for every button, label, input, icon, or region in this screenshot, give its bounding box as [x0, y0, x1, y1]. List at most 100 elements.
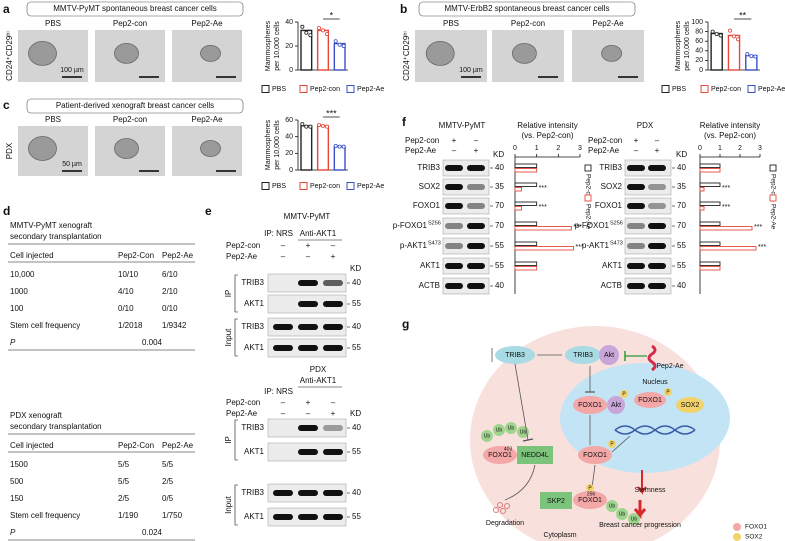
table-cell: 5/5: [118, 460, 130, 469]
mammosphere: [200, 140, 221, 157]
table-cell: P: [10, 528, 16, 537]
table-cell: 1500: [10, 460, 28, 469]
protein: [483, 446, 517, 464]
blot-band: [298, 514, 318, 520]
diagram-label: Ub: [484, 433, 491, 439]
diagram-label: FOXO1: [488, 452, 512, 459]
treatment-label: Pep2-Ae: [588, 146, 620, 155]
data-point: [308, 124, 313, 129]
diagram-label: Nucleus: [642, 379, 668, 386]
bar: [514, 266, 538, 271]
treatment-sign: –: [281, 241, 286, 250]
kd-label: KD: [676, 150, 687, 159]
treatment-sign: +: [655, 146, 660, 155]
blot-band: [467, 203, 485, 209]
data-point: [333, 143, 338, 148]
mammosphere: [200, 45, 221, 62]
bar: [514, 168, 538, 173]
blot-band: [445, 184, 463, 190]
table-cell: 2/5: [162, 477, 174, 486]
blot-band: [467, 165, 485, 171]
phosphate: [620, 390, 628, 398]
data-point: [736, 37, 741, 42]
arrow: [633, 500, 647, 520]
chart-title: Relative intensity: [700, 121, 760, 130]
bar: [514, 182, 538, 187]
significance: ***: [573, 224, 581, 231]
legend-label: Pep2-Ae: [758, 86, 785, 93]
treatment-sign: +: [306, 398, 311, 407]
kd-value: 55: [677, 241, 686, 250]
kd-value: 70: [677, 221, 686, 230]
y-tick-label: 0: [699, 67, 703, 74]
mammosphere: [601, 45, 622, 62]
blot-band: [273, 514, 293, 520]
significance: *: [330, 10, 334, 20]
legend-swatch: [733, 533, 741, 541]
group-bracket: [234, 484, 238, 526]
protein-superscript: S473: [610, 240, 623, 246]
protein: [540, 492, 572, 509]
significance: ***: [754, 224, 762, 231]
data-point: [337, 144, 342, 149]
table-title: MMTV-PyMT xenograft: [10, 221, 93, 230]
treatment-sign: +: [331, 252, 336, 261]
protein-label: FOXO1: [595, 201, 623, 210]
ubiquitin: [481, 430, 493, 442]
treatment-label: Pep2-Ae: [226, 409, 258, 418]
bar: [710, 32, 723, 71]
significance: **: [739, 10, 747, 20]
diagram-label: Degradation: [486, 520, 524, 527]
bar: [514, 241, 538, 246]
kd-value: 40: [495, 281, 504, 290]
table-header: Pep2-Ae: [162, 251, 194, 260]
protein-label: p-FOXO1: [575, 221, 610, 230]
table-cell: 2/5: [118, 494, 130, 503]
kd-value: 55: [495, 241, 504, 250]
diagram-label: P: [622, 391, 626, 397]
y-tick-label: 40: [695, 48, 703, 55]
blot-band: [273, 490, 293, 496]
blot-band: [298, 301, 318, 307]
bar: [699, 241, 721, 246]
diagram-label: Pep2-Ae: [656, 363, 683, 370]
panel-label: c: [3, 98, 10, 112]
data-point: [745, 52, 750, 57]
arrow: [637, 470, 647, 495]
data-point: [316, 25, 321, 30]
chart-title: (vs. Pep2-con): [521, 131, 573, 140]
table-header: Cell injected: [10, 441, 54, 450]
blot-band: [445, 243, 463, 249]
protein: [517, 446, 553, 464]
legend-swatch: [261, 85, 270, 93]
panel-label: e: [205, 204, 212, 218]
blot-band: [627, 263, 645, 269]
column-label: Pep2-con: [113, 19, 147, 28]
blot-band: [445, 283, 463, 289]
bar: [514, 206, 522, 211]
diagram-label: TRIB3: [573, 352, 593, 359]
blot-band: [323, 280, 343, 286]
data-point: [320, 123, 325, 128]
bar: [316, 29, 330, 71]
protein-superscript: S256: [610, 220, 623, 226]
blot-band: [298, 425, 318, 431]
blot-title: MMTV-PyMT: [439, 121, 486, 130]
blot-band: [648, 203, 666, 209]
blot-band: [323, 514, 343, 520]
kd-value: 40: [352, 278, 361, 287]
scale-label: 100 µm: [459, 67, 483, 74]
blot-title: PDX: [637, 121, 654, 130]
blot-strip: [442, 159, 490, 177]
chart-title: Relative intensity: [517, 121, 577, 130]
kd-value: 40: [352, 322, 361, 331]
legend-label: Pep2-con: [584, 174, 591, 202]
diagram-label: SOX2: [681, 402, 700, 409]
diagram-label: 256: [587, 491, 596, 497]
mammosphere: [114, 43, 139, 64]
significance: ***: [539, 185, 547, 192]
x-tick-label: 2: [738, 145, 742, 152]
kd-value: 70: [495, 201, 504, 210]
ubiquitin: [493, 424, 505, 436]
